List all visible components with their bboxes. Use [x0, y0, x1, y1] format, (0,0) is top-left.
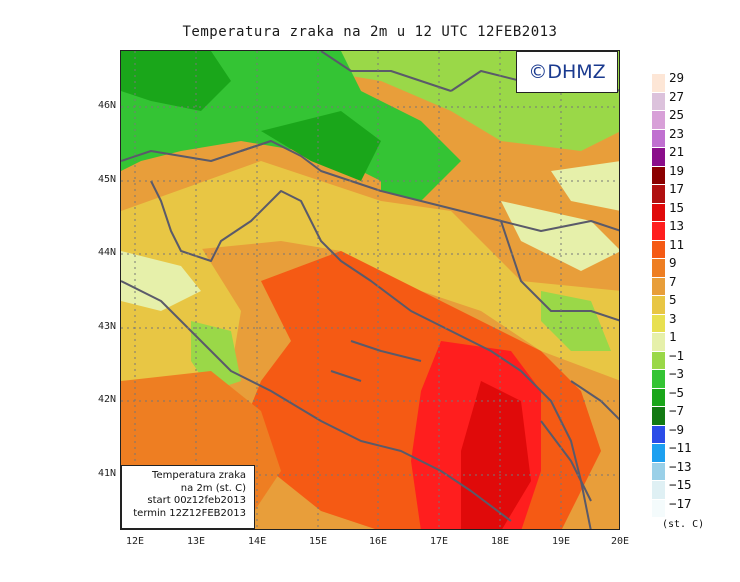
- legend-swatch: [652, 111, 665, 129]
- legend-label: 25: [669, 107, 685, 122]
- legend-swatch: [652, 222, 665, 240]
- legend-swatch: [652, 74, 665, 92]
- legend-label: 7: [669, 273, 677, 289]
- legend-label: −5: [669, 384, 685, 400]
- lon-label: 12E: [125, 536, 145, 547]
- legend-label: −3: [669, 366, 685, 381]
- legend-swatch: [652, 388, 665, 406]
- legend-swatch: [652, 277, 665, 295]
- info-line-2: na 2m (st. C): [180, 482, 246, 494]
- copyright-box: ©DHMZ: [516, 51, 618, 93]
- lat-label: 44N: [97, 247, 116, 258]
- info-line-4: termin 12Z12FEB2013: [133, 507, 246, 519]
- legend-swatch: [652, 203, 665, 221]
- legend-label: −11: [669, 440, 692, 455]
- legend-swatch: [652, 259, 665, 277]
- map-title: Temperatura zraka na 2m u 12 UTC 12FEB20…: [182, 24, 558, 40]
- lon-label: 15E: [308, 536, 328, 547]
- legend-swatch: [652, 129, 665, 147]
- lon-label: 20E: [610, 536, 630, 547]
- legend-label: 17: [669, 181, 685, 196]
- legend-swatch: [652, 425, 665, 443]
- legend-swatch: [652, 462, 665, 480]
- lat-label: 45N: [97, 174, 116, 185]
- legend-label: −1: [669, 347, 685, 363]
- lat-label: 43N: [97, 321, 116, 332]
- legend-label: −13: [669, 458, 692, 474]
- legend-swatch: [652, 407, 665, 425]
- temperature-map: [120, 50, 620, 530]
- legend-swatch: [652, 499, 665, 517]
- legend-unit: (st. C): [662, 519, 705, 530]
- lat-label: 42N: [97, 394, 116, 405]
- legend-label: 15: [669, 199, 685, 215]
- legend-label: 13: [669, 218, 685, 233]
- legend-swatch: [652, 444, 665, 462]
- legend-label: 3: [669, 310, 677, 326]
- legend-label: −15: [669, 477, 692, 492]
- legend-label: 19: [669, 162, 685, 178]
- legend-label: 21: [669, 144, 685, 159]
- lon-label: 16E: [368, 536, 388, 547]
- color-legend: 29 27 25 23 21 19 17 15 13 11 9 7 5 3 1 −1 −3 −5 −7 −9 −11 −1…: [652, 70, 732, 544]
- info-line-1: Temperatura zraka: [152, 470, 246, 481]
- lon-label: 13E: [186, 536, 206, 547]
- lon-label: 18E: [490, 536, 510, 547]
- legend-label: −17: [669, 495, 692, 511]
- legend-swatch: [652, 166, 665, 184]
- legend-label: 27: [669, 88, 685, 104]
- legend-swatch: [652, 481, 665, 499]
- legend-label: 5: [669, 292, 677, 307]
- info-box: Temperatura zraka na 2m (st. C) start 00…: [121, 465, 255, 529]
- lon-label: 19E: [551, 536, 571, 547]
- legend-swatch: [652, 148, 665, 166]
- legend-swatch: [652, 296, 665, 314]
- legend-label: 11: [669, 236, 685, 252]
- legend-swatch: [652, 92, 665, 110]
- legend-label: −7: [669, 403, 685, 418]
- legend-swatch: [652, 333, 665, 351]
- legend-swatch: [652, 351, 665, 369]
- legend-label: 9: [669, 255, 677, 270]
- legend-swatch: [652, 185, 665, 203]
- lon-label: 14E: [247, 536, 267, 547]
- legend-swatch: [652, 240, 665, 258]
- legend-label: −9: [669, 421, 685, 437]
- info-line-3: start 00z12feb2013: [147, 495, 246, 506]
- lat-label: 46N: [97, 100, 116, 111]
- legend-label: 29: [669, 70, 685, 85]
- legend-label: 1: [669, 329, 677, 344]
- legend-swatch: [652, 370, 665, 388]
- legend-label: 23: [669, 125, 685, 141]
- lat-label: 41N: [97, 468, 116, 479]
- legend-swatch: [652, 314, 665, 332]
- lon-label: 17E: [429, 536, 449, 547]
